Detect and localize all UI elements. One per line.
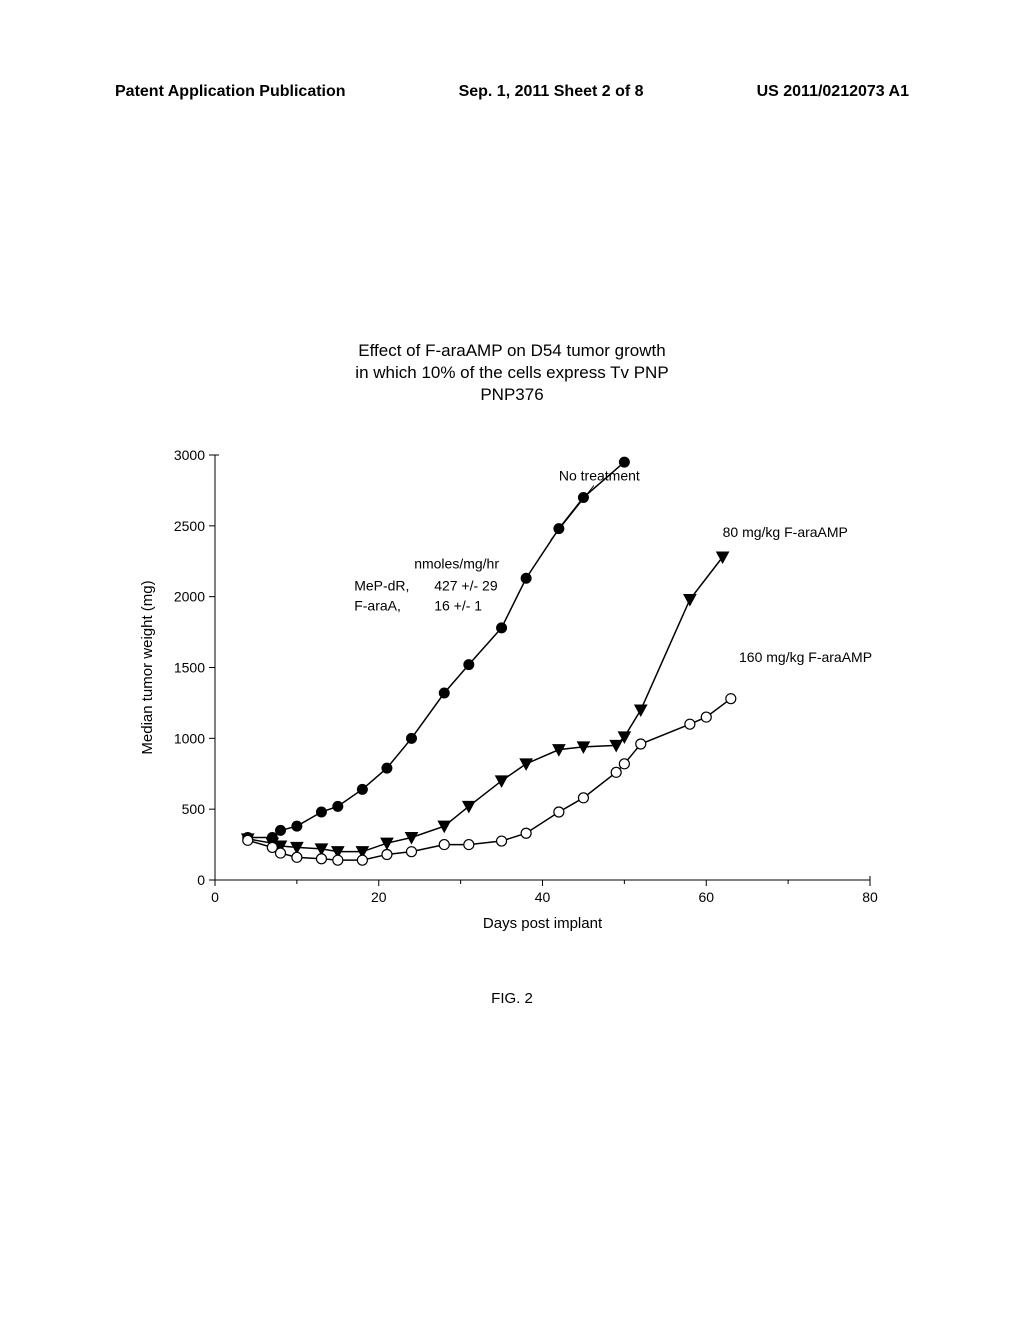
x-tick-label: 40: [535, 889, 551, 905]
x-tick-label: 80: [862, 889, 878, 905]
x-tick-label: 20: [371, 889, 387, 905]
x-tick-label: 60: [698, 889, 714, 905]
header-left: Patent Application Publication: [115, 83, 346, 101]
chart-title: Effect of F-araAMP on D54 tumor growth i…: [0, 340, 1024, 406]
inner-box-row-value: 427 +/- 29: [434, 577, 498, 593]
inner-box-row-value: 16 +/- 1: [434, 597, 482, 613]
y-axis-label: Median tumor weight (mg): [139, 580, 156, 754]
y-tick-label: 2000: [174, 589, 205, 605]
y-tick-label: 1500: [174, 660, 205, 676]
chart-title-line-2: in which 10% of the cells express Tv PNP: [0, 362, 1024, 384]
inner-box-row-label: F-araA,: [354, 597, 401, 613]
chart-svg: 0 500 1000 1500 2000 2500 3000 0 20 40 60 80 Days po…: [130, 440, 890, 940]
x-tick-label: 0: [211, 889, 219, 905]
series-annotation: No treatment: [559, 468, 640, 484]
header-right: US 2011/0212073 A1: [757, 83, 909, 101]
chart-container: 0 500 1000 1500 2000 2500 3000 0 20 40 60 80 Days po…: [130, 440, 890, 940]
inner-box-title: nmoles/mg/hr: [414, 555, 499, 571]
y-tick-label: 2500: [174, 518, 205, 534]
figure-caption: FIG. 2: [0, 990, 1024, 1007]
x-axis-label: Days post implant: [483, 915, 603, 932]
header-center: Sep. 1, 2011 Sheet 2 of 8: [459, 83, 644, 101]
page-header: Patent Application Publication Sep. 1, 2…: [0, 83, 1024, 101]
y-tick-label: 0: [197, 872, 205, 888]
inner-box-row-label: MeP-dR,: [354, 577, 409, 593]
y-tick-label: 1000: [174, 730, 205, 746]
y-tick-label: 500: [182, 801, 206, 817]
y-tick-label: 3000: [174, 447, 205, 463]
series-annotation: 80 mg/kg F-araAMP: [723, 524, 848, 540]
series-line: [248, 699, 731, 861]
chart-title-line-1: Effect of F-araAMP on D54 tumor growth: [0, 340, 1024, 362]
chart-title-line-3: PNP376: [0, 384, 1024, 406]
series-annotation: 160 mg/kg F-araAMP: [739, 649, 872, 665]
